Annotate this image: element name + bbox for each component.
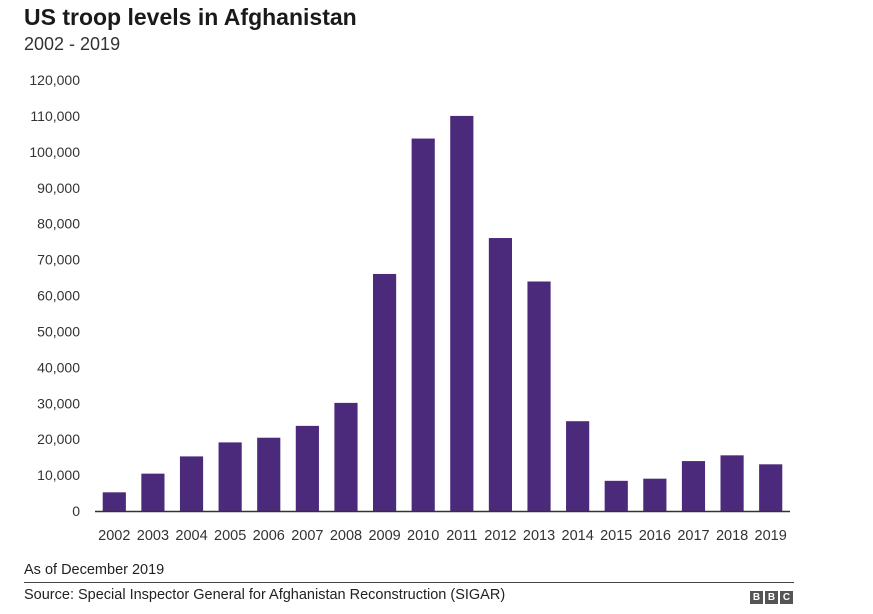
- x-tick-label: 2013: [523, 528, 555, 544]
- x-tick-label: 2008: [330, 528, 362, 544]
- bar-2005: [218, 442, 242, 511]
- bar-2011: [450, 115, 474, 512]
- x-tick-label: 2004: [175, 528, 207, 544]
- bar-2007: [295, 425, 319, 511]
- y-axis-ticks: 0 10,000 20,000 30,000 40,000 50,000 60,000 70,…: [29, 72, 80, 519]
- y-tick-label: 10,000: [37, 467, 80, 483]
- source-text: Source: Special Inspector General for Af…: [24, 587, 506, 603]
- bars: [102, 115, 783, 512]
- bar-2013: [527, 281, 551, 511]
- bar-2012: [488, 238, 512, 512]
- y-tick-label: 0: [72, 503, 80, 519]
- x-tick-label: 2018: [716, 528, 748, 544]
- logo-letter: C: [780, 591, 793, 604]
- bar-2010: [411, 138, 435, 511]
- x-tick-label: 2005: [214, 528, 246, 544]
- bar-2019: [759, 464, 783, 511]
- x-tick-label: 2016: [639, 528, 671, 544]
- x-tick-label: 2006: [253, 528, 285, 544]
- y-tick-label: 20,000: [37, 431, 80, 447]
- bar-2016: [643, 478, 667, 511]
- x-tick-label: 2015: [600, 528, 632, 544]
- footnote: As of December 2019: [24, 562, 165, 578]
- bar-2017: [681, 461, 706, 511]
- y-tick-label: 50,000: [37, 323, 80, 339]
- chart-title: US troop levels in Afghanistan: [24, 4, 357, 30]
- footer-divider: [24, 582, 794, 583]
- logo-letter: B: [765, 591, 778, 604]
- x-tick-label: 2010: [407, 528, 439, 544]
- y-tick-label: 90,000: [37, 180, 80, 196]
- bar-2006: [257, 437, 281, 511]
- bar-2003: [141, 473, 165, 511]
- x-tick-label: 2003: [137, 528, 169, 544]
- bbc-logo: B B C: [750, 591, 793, 604]
- bar-2004: [179, 456, 204, 511]
- bar-chart: 0 10,000 20,000 30,000 40,000 50,000 60,000 70,…: [29, 72, 790, 544]
- x-tick-label: 2009: [368, 528, 400, 544]
- x-tick-label: 2019: [755, 528, 787, 544]
- y-tick-label: 120,000: [29, 72, 80, 88]
- y-tick-label: 30,000: [37, 395, 80, 411]
- x-tick-label: 2007: [291, 528, 323, 544]
- y-tick-label: 40,000: [37, 359, 80, 375]
- bar-2008: [334, 402, 358, 511]
- bar-2014: [566, 421, 590, 511]
- y-tick-label: 80,000: [37, 216, 80, 232]
- bar-2015: [604, 480, 628, 511]
- bar-2018: [720, 455, 744, 511]
- x-tick-label: 2011: [446, 528, 477, 544]
- x-tick-label: 2002: [98, 528, 130, 544]
- y-tick-label: 110,000: [30, 108, 80, 124]
- x-tick-label: 2012: [484, 528, 516, 544]
- bar-2009: [373, 273, 397, 511]
- y-tick-label: 100,000: [29, 144, 80, 160]
- x-tick-label: 2017: [677, 528, 709, 544]
- y-tick-label: 70,000: [37, 252, 80, 268]
- x-tick-label: 2014: [562, 528, 594, 544]
- logo-letter: B: [750, 591, 763, 604]
- bar-2002: [102, 492, 126, 511]
- x-axis-ticks: 2002 2003 2004 2005 2006 2007 2008 2009 2010 2011…: [98, 528, 787, 544]
- y-tick-label: 60,000: [37, 288, 80, 304]
- chart-subtitle: 2002 - 2019: [24, 34, 121, 54]
